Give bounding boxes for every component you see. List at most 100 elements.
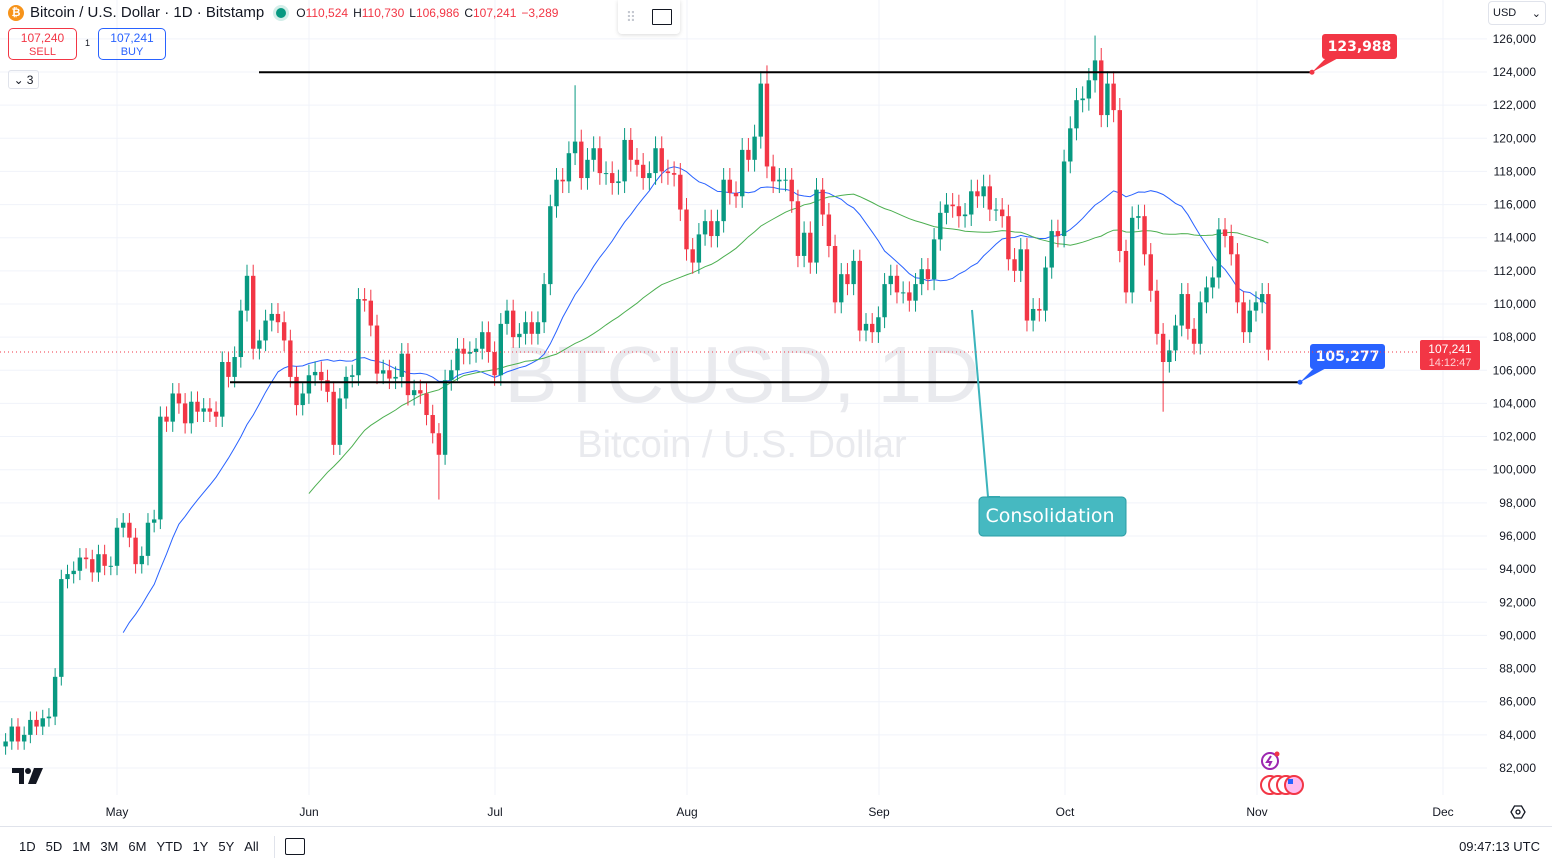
candle-body [1235,254,1240,303]
candle [857,249,863,342]
candle-body [108,565,114,567]
price-axis[interactable]: 82,000 84,000 86,000 88,000 90,000 92,000 94,0… [1493,32,1537,775]
consolidation-callout[interactable]: Consolidation [971,309,1127,537]
candle-body [1123,250,1129,293]
range-ytd[interactable]: YTD [156,839,183,854]
candle-body [746,149,751,160]
candle-body [671,173,677,175]
candle-body [962,214,968,217]
candle-body [1099,60,1104,116]
sell-button[interactable]: 107,240 SELL [8,28,77,60]
candle-body [15,726,21,742]
tradingview-logo[interactable] [12,768,44,789]
price-tick-label: 122,000 [1493,98,1537,112]
price-tick-label: 120,000 [1493,131,1537,145]
candle-body [1068,128,1073,162]
candle [1142,204,1147,266]
economic-events-us-flag-icon[interactable] [1260,775,1304,795]
candle-body [257,340,262,349]
candle [1123,239,1129,304]
candle-body [529,322,534,334]
drawing-toolbar[interactable]: ⠿ [618,0,680,34]
anchor-dot[interactable] [1309,69,1315,75]
price-tick-label: 92,000 [1499,595,1536,609]
candle [182,393,188,434]
candle [362,288,367,312]
candle-body [610,173,615,184]
indicators-collapse-button[interactable]: ⌄ 3 [8,70,39,89]
candle-body [480,332,485,349]
buy-button[interactable]: 107,241 BUY [98,28,166,60]
resistance-level[interactable]: 123,988 [259,34,1397,75]
candle [975,179,980,208]
candle-body [826,214,832,246]
candle [108,556,114,576]
range-1d[interactable]: 1D [19,839,36,854]
candle-body [839,274,844,303]
candle-body [300,393,305,406]
candle [275,303,281,334]
price-label: 123,988 [1328,39,1392,55]
candle [263,309,268,352]
candle-body [579,141,584,179]
settings-gear-icon[interactable] [1510,805,1526,819]
candle [1154,279,1160,345]
candle [77,548,83,581]
price-tick-label: 110,000 [1494,297,1537,311]
candle-body [944,204,949,213]
price-chart[interactable]: BTCUSD, 1D Bitcoin / U.S. Dollar 123,988… [0,0,1552,826]
candle-body [727,179,733,193]
candle-body [28,719,33,735]
candle [541,273,547,334]
price-tick-label: 126,000 [1493,32,1537,46]
ideas-lightning-icon[interactable] [1261,751,1280,770]
candle-body [1229,236,1234,255]
range-5y[interactable]: 5Y [218,839,235,854]
watermark-name: Bitcoin / U.S. Dollar [577,424,907,466]
candle-body [40,718,45,727]
candle [83,548,89,569]
candle [517,323,522,348]
symbol-title[interactable]: Bitcoin / U.S. Dollar · 1D · Bitstamp [30,4,265,21]
time-axis[interactable]: May Jun Jul Aug Sep Oct Nov Dec [106,805,1454,819]
callout-tool-icon[interactable] [652,9,673,25]
candle-body [696,234,702,263]
time-tick-label: Dec [1432,805,1453,819]
symbol-header[interactable]: ₿ Bitcoin / U.S. Dollar · 1D · Bitstamp … [8,4,558,21]
candle-body [461,348,466,354]
range-6m[interactable]: 6M [128,839,147,854]
range-1m[interactable]: 1M [72,839,91,854]
candle [832,234,838,314]
candle [770,154,776,194]
candle [486,321,491,363]
clock-utc[interactable]: 09:47:13 UTC [1459,839,1540,854]
candle-body [263,320,268,341]
range-5d[interactable]: 5D [45,839,63,854]
candle-body [814,189,819,263]
range-all[interactable]: All [244,839,259,854]
go-to-date-calendar-icon[interactable] [284,838,305,855]
candle-body [925,269,931,280]
candle [888,264,893,296]
time-tick-label: Jul [487,805,502,819]
candle-body [133,537,138,565]
market-status-dot[interactable] [276,7,287,18]
candle-body [1043,267,1048,311]
candle-body [145,522,151,556]
anchor-dot[interactable] [1297,379,1303,385]
candle-body [102,554,107,566]
candle-body [907,292,912,301]
candle-body [430,415,435,434]
support-level[interactable]: 105,277 [230,344,1385,385]
currency-select[interactable]: USD ⌄ [1488,1,1546,25]
candle [405,343,411,406]
time-tick-label: Aug [676,805,697,819]
range-3m[interactable]: 3M [100,839,119,854]
candle-body [1024,249,1030,321]
candle [566,141,572,194]
time-tick-label: Oct [1056,805,1075,819]
candle [777,168,782,194]
drag-handle-icon[interactable]: ⠿ [625,8,637,25]
range-1y[interactable]: 1Y [192,839,209,854]
candle [1024,238,1030,332]
